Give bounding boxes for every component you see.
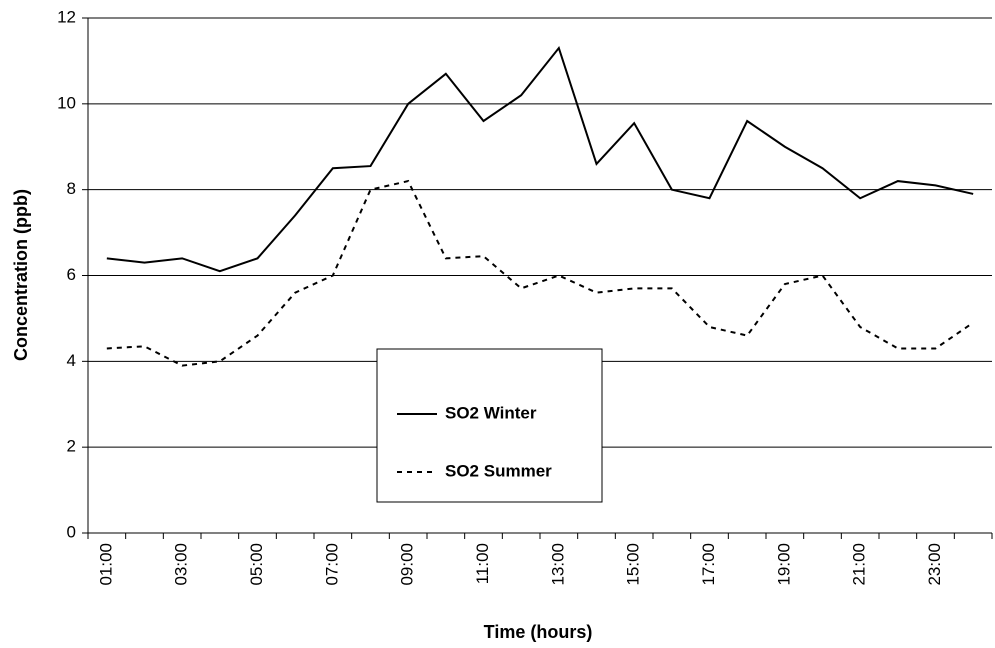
y-tick-label: 0 <box>67 522 76 541</box>
x-tick-label: 13:00 <box>548 543 567 586</box>
x-tick-label: 21:00 <box>850 543 869 586</box>
legend-label: SO2 Winter <box>445 403 537 422</box>
x-tick-label: 09:00 <box>398 543 417 586</box>
y-tick-label: 4 <box>67 351 76 370</box>
y-tick-label: 6 <box>67 265 76 284</box>
x-tick-label: 05:00 <box>247 543 266 586</box>
series-line <box>106 179 974 367</box>
y-tick-label: 10 <box>57 93 76 112</box>
y-axis-title: Concentration (ppb) <box>11 189 31 361</box>
x-tick-label: 17:00 <box>699 543 718 586</box>
y-tick-label: 2 <box>67 437 76 456</box>
x-tick-label: 23:00 <box>925 543 944 586</box>
x-tick-label: 11:00 <box>473 543 492 584</box>
x-tick-label: 01:00 <box>96 543 115 586</box>
legend-label: SO2 Summer <box>445 461 552 480</box>
y-tick-label: 12 <box>57 7 76 26</box>
series-line <box>106 45 974 273</box>
legend <box>376 348 603 503</box>
y-tick-label: 8 <box>67 179 76 198</box>
x-tick-label: 15:00 <box>624 543 643 586</box>
x-axis-title: Time (hours) <box>484 622 593 642</box>
x-tick-label: 07:00 <box>322 543 341 586</box>
x-tick-label: 03:00 <box>172 543 191 586</box>
x-tick-label: 19:00 <box>774 543 793 586</box>
